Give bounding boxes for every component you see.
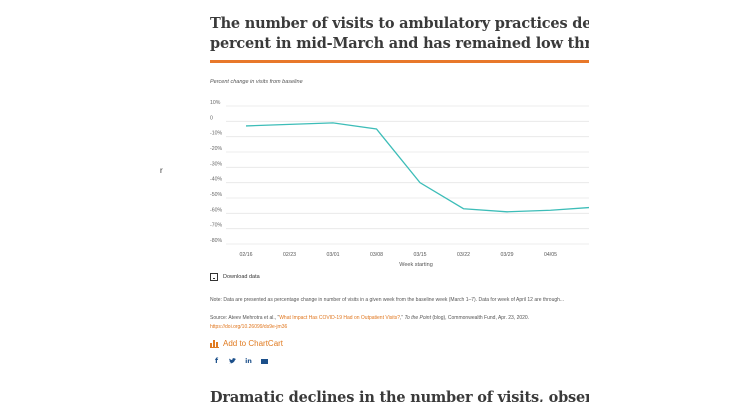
doi-link[interactable]: https://doi.org/10.26099/ds9e-jm36	[210, 324, 288, 330]
x-tick-label: 03/15	[414, 252, 427, 258]
data-point	[288, 123, 291, 126]
series-line	[245, 122, 589, 213]
article-title: The number of visits to ambulatory pract…	[210, 15, 589, 52]
twitter-icon[interactable]	[229, 357, 236, 364]
next-section-heading: Dramatic declines in the number of visit…	[210, 389, 589, 402]
data-point	[245, 124, 248, 127]
chartcart-label: Add to ChartCart	[223, 339, 284, 348]
x-tick-label: 04/05	[544, 252, 557, 258]
data-point	[375, 128, 378, 131]
source-blog-name: To the Point	[404, 315, 431, 321]
title-accent-rule	[210, 60, 589, 63]
line-chart: 10% 0 -10% -20% -30% -40% -50% -60% -70% -80% 02/1…	[210, 98, 589, 270]
data-point	[462, 207, 465, 210]
x-tick-label: 02/23	[283, 252, 296, 258]
data-point	[332, 121, 335, 124]
y-tick-label: 0	[210, 115, 213, 121]
download-data-button[interactable]: Download data	[210, 273, 260, 281]
source-article-link[interactable]: What Impact Has COVID-19 Had on Outpatie…	[279, 315, 400, 321]
data-point	[419, 181, 422, 184]
linkedin-icon[interactable]: in	[245, 356, 252, 365]
y-tick-label: -30%	[210, 161, 222, 167]
x-tick-label: 02/16	[240, 252, 253, 258]
y-tick-label: -20%	[210, 146, 222, 152]
bar-chart-icon	[210, 339, 219, 348]
y-tick-label: -10%	[210, 131, 222, 137]
x-tick-label: 03/01	[327, 252, 340, 258]
article: The number of visits to ambulatory pract…	[210, 0, 589, 402]
y-tick-label: 10%	[210, 100, 221, 106]
source-prefix: Source: Ateev Mehrotra et al., “	[210, 315, 280, 321]
add-to-chartcart-button[interactable]: Add to ChartCart	[210, 339, 283, 348]
y-tick-label: -80%	[210, 238, 222, 244]
email-icon[interactable]	[261, 357, 268, 364]
facebook-icon[interactable]: f	[214, 356, 219, 365]
chart-subtitle: Percent change in visits from baseline	[210, 79, 303, 85]
x-tick-label: 03/22	[457, 252, 470, 258]
source-suffix: (blog), Commonwealth Fund, Apr. 23, 2020…	[430, 315, 530, 321]
y-tick-label: -40%	[210, 177, 222, 183]
y-tick-label: -70%	[210, 223, 222, 229]
x-tick-label: 03/08	[370, 252, 383, 258]
chart-svg: 10% 0 -10% -20% -30% -40% -50% -60% -70% -80% 02/1…	[210, 100, 589, 268]
chart-source: Source: Ateev Mehrotra et al., “What Imp…	[210, 314, 589, 332]
chart-note: Note: Data are presented as percentage c…	[210, 297, 565, 303]
download-data-label: Download data	[223, 274, 260, 280]
source-mid: ,”	[400, 315, 405, 321]
share-bar: f in	[213, 356, 268, 365]
download-icon	[210, 273, 218, 281]
y-tick-label: -60%	[210, 207, 222, 213]
stray-mark: r	[160, 166, 163, 175]
x-tick-label: 03/29	[501, 252, 514, 258]
data-point	[506, 210, 509, 213]
data-point	[549, 209, 552, 212]
x-axis-title: Week starting	[399, 262, 433, 268]
y-tick-label: -50%	[210, 192, 222, 198]
